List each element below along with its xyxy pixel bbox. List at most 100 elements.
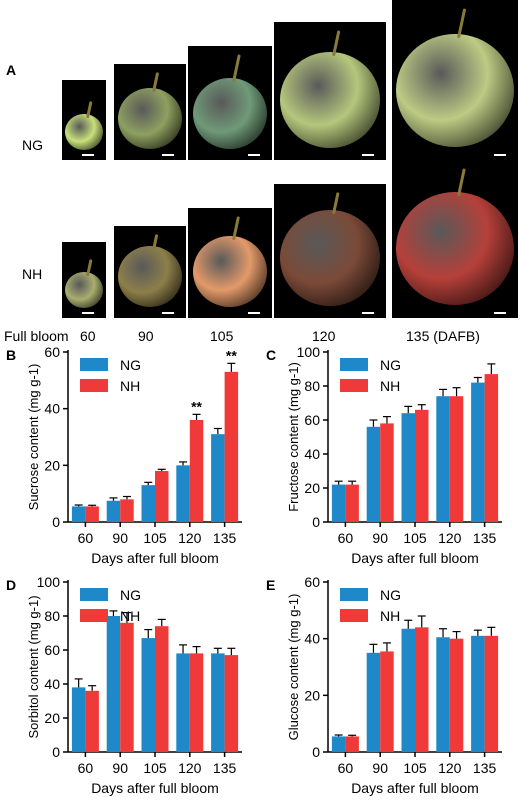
chart-sorbitol: D Sorbitol content (mg g-1) 0 20 40 60 80 100 60… [6, 574, 242, 796]
full-bloom-label: Full bloom [4, 328, 69, 344]
bar-nh [449, 638, 464, 752]
y-tick-label: 40 [304, 631, 320, 647]
bar-nh [345, 484, 359, 522]
x-axis-label: Days after full bloom [91, 780, 219, 796]
fruit-photo-ng-120 [274, 22, 386, 160]
scale-bar [494, 312, 506, 314]
pear-fruit [280, 52, 380, 148]
y-axis-label: Sorbitol content (mg g-1) [26, 595, 41, 738]
bar-ng [71, 506, 86, 522]
x-tick-label: 60 [78, 760, 94, 776]
bar-nh [415, 627, 429, 752]
ng-row-label: NG [22, 137, 43, 153]
legend-label-ng: NG [120, 357, 141, 373]
bar-nh [155, 471, 169, 522]
legend-swatch-nh [80, 379, 108, 392]
scale-bar [362, 154, 374, 156]
bar-nh [120, 499, 134, 522]
scale-bar [362, 312, 374, 314]
pear-fruit [396, 34, 514, 148]
bar-nh [224, 371, 239, 522]
legend-label-nh: NH [120, 378, 140, 394]
bar-ng [176, 653, 190, 752]
nh-row-label: NH [22, 266, 43, 282]
pear-fruit [65, 114, 103, 151]
x-tick-label: 120 [178, 530, 202, 546]
x-axis-label: Days after full bloom [91, 550, 219, 566]
bar-ng [106, 500, 121, 522]
pear-fruit [193, 236, 267, 308]
bar-ng [331, 736, 346, 752]
bar-nh [85, 690, 99, 752]
y-tick-label: 40 [44, 401, 60, 417]
fruit-photo-ng-60 [62, 80, 106, 160]
x-tick-label: 135 [213, 760, 237, 776]
y-tick-label: 20 [304, 480, 320, 496]
fruit-photo-ng-135 [392, 0, 518, 160]
scale-bar [248, 312, 260, 314]
pear-fruit [396, 192, 514, 306]
chart-glucose: E Glucose content (mg g-1) 0 20 40 60 60 90 105 1… [266, 574, 502, 796]
y-tick-label: 0 [312, 514, 320, 530]
y-tick-label: 100 [37, 574, 61, 590]
y-tick-label: 60 [304, 574, 320, 590]
panel-a-letter: A [6, 62, 17, 78]
x-tick-label: 120 [438, 760, 462, 776]
bar-ng [401, 628, 415, 752]
y-tick-label: 40 [44, 676, 60, 692]
pear-fruit [118, 88, 182, 150]
pear-fruit [65, 272, 103, 309]
scale-bar [162, 154, 174, 156]
bar-nh [484, 374, 499, 522]
bar-nh [484, 635, 499, 752]
bar-ng [471, 635, 485, 752]
legend-swatch-ng [340, 588, 368, 601]
bar-nh [120, 622, 134, 752]
x-tick-label: 90 [112, 760, 128, 776]
legend-swatch-ng [340, 358, 368, 371]
bar-ng [106, 616, 121, 752]
y-tick-label: 0 [312, 744, 320, 760]
bar-nh [189, 653, 204, 752]
x-tick-label: 90 [112, 530, 128, 546]
bar-ng [211, 653, 225, 752]
legend-swatch-ng [80, 358, 108, 371]
pear-fruit [118, 246, 182, 308]
y-axis-label: Fructose content (mg g-1) [286, 362, 301, 512]
y-axis-label: Glucose content (mg g-1) [286, 594, 301, 741]
y-tick-label: 60 [304, 412, 320, 428]
bar-ng [436, 637, 450, 752]
bar-ng [141, 485, 155, 522]
bar-ng [331, 484, 346, 522]
x-tick-label: 105 [403, 530, 427, 546]
y-tick-label: 80 [44, 608, 60, 624]
significance-marker: ** [191, 398, 202, 414]
fruit-photo-nh-105 [188, 208, 272, 318]
legend-swatch-nh [80, 609, 108, 622]
pear-fruit [193, 78, 267, 150]
chart-sucrose: B Sucrose content (mg g-1) 0 20 40 60 60 90 105 1… [6, 344, 242, 566]
bar-ng [401, 413, 415, 522]
bar-nh [345, 736, 359, 752]
x-tick-label: 120 [178, 760, 202, 776]
scale-bar [162, 312, 174, 314]
legend-label-nh: NH [380, 378, 400, 394]
fruit-photo-nh-90 [114, 226, 186, 318]
bar-ng [71, 687, 86, 752]
scale-bar [494, 154, 506, 156]
legend-label-ng: NG [380, 357, 401, 373]
fruit-photo-nh-120 [274, 184, 386, 318]
x-tick-label: 60 [338, 760, 354, 776]
bar-ng [141, 638, 155, 752]
bar-ng [176, 465, 190, 522]
y-tick-label: 100 [297, 344, 321, 360]
scale-bar [82, 312, 94, 314]
bar-ng [366, 426, 381, 522]
panel-letter: D [6, 577, 16, 593]
x-tick-label: 60 [78, 530, 94, 546]
y-axis-label: Sucrose content (mg g-1) [26, 364, 41, 511]
scale-bar [82, 154, 94, 156]
scale-bar [248, 154, 260, 156]
y-tick-label: 80 [304, 378, 320, 394]
legend-label-ng: NG [380, 587, 401, 603]
